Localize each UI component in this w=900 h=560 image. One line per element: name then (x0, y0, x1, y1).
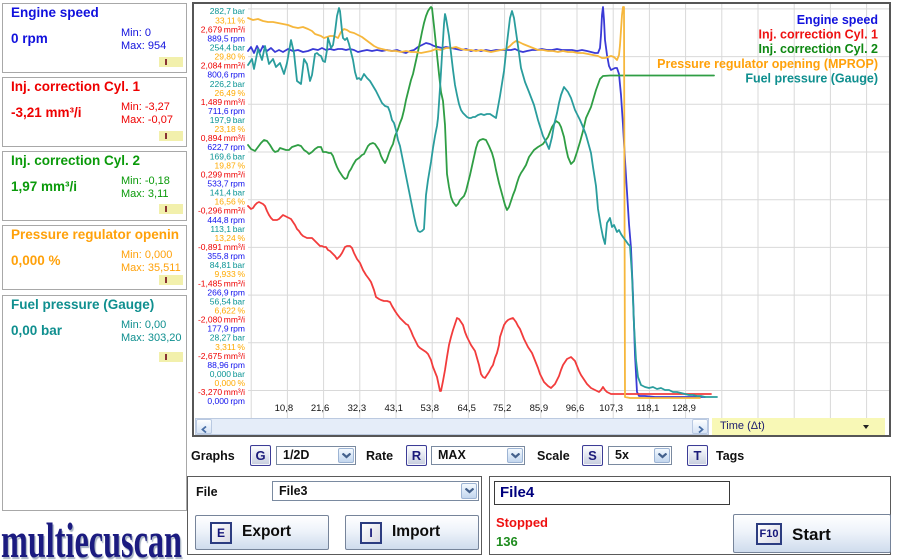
svg-text:26,49 %: 26,49 % (214, 88, 245, 98)
svg-text:118,1: 118,1 (636, 403, 659, 414)
svg-text:10,8: 10,8 (275, 403, 294, 414)
svg-text:56,54 bar: 56,54 bar (210, 296, 245, 306)
svg-text:0,299 mm³/i: 0,299 mm³/i (201, 170, 245, 180)
svg-text:0,894 mm³/i: 0,894 mm³/i (201, 133, 245, 143)
svg-text:19,87 %: 19,87 % (214, 160, 245, 170)
svg-text:64,5: 64,5 (457, 403, 476, 414)
svg-text:21,6: 21,6 (311, 403, 330, 414)
svg-text:Engine speed: Engine speed (797, 13, 878, 27)
svg-text:128,9: 128,9 (672, 403, 696, 414)
svg-text:13,24 %: 13,24 % (214, 233, 245, 243)
svg-text:107,3: 107,3 (599, 403, 623, 414)
svg-text:16,56 %: 16,56 % (214, 197, 245, 207)
svg-text:177,9 rpm: 177,9 rpm (207, 324, 245, 334)
svg-text:141,4 bar: 141,4 bar (210, 188, 245, 198)
svg-text:0,000 rpm: 0,000 rpm (207, 396, 245, 406)
svg-text:9,933 %: 9,933 % (214, 269, 245, 279)
svg-text:Inj. correction Cyl. 1: Inj. correction Cyl. 1 (759, 28, 879, 42)
svg-text:32,3: 32,3 (348, 403, 367, 414)
svg-text:23,18 %: 23,18 % (214, 124, 245, 134)
svg-text:85,9: 85,9 (530, 403, 549, 414)
svg-text:Fuel pressure (Gauge): Fuel pressure (Gauge) (745, 71, 878, 85)
svg-text:29,80 %: 29,80 % (214, 52, 245, 62)
svg-text:28,27 bar: 28,27 bar (210, 333, 245, 343)
svg-text:533,7 rpm: 533,7 rpm (207, 179, 245, 189)
svg-text:53,8: 53,8 (421, 403, 440, 414)
svg-text:226,2 bar: 226,2 bar (210, 79, 245, 89)
svg-text:169,6 bar: 169,6 bar (210, 151, 245, 161)
svg-text:75,2: 75,2 (493, 403, 512, 414)
svg-text:33,11 %: 33,11 % (215, 15, 245, 25)
svg-text:Inj. correction Cyl. 2: Inj. correction Cyl. 2 (759, 42, 879, 56)
svg-text:2,679 mm³/i: 2,679 mm³/i (201, 24, 245, 34)
svg-text:800,6 rpm: 800,6 rpm (207, 70, 245, 80)
svg-text:43,1: 43,1 (384, 403, 403, 414)
svg-text:1,489 mm³/i: 1,489 mm³/i (201, 97, 245, 107)
svg-text:-3,270 mm³/i: -3,270 mm³/i (198, 387, 245, 397)
svg-text:-2,675 mm³/i: -2,675 mm³/i (198, 351, 245, 361)
svg-text:-0,891 mm³/i: -0,891 mm³/i (198, 242, 245, 252)
svg-text:622,7 rpm: 622,7 rpm (207, 142, 245, 152)
svg-text:-2,080 mm³/i: -2,080 mm³/i (198, 315, 245, 325)
svg-text:113,1 bar: 113,1 bar (210, 224, 245, 234)
svg-text:266,9 rpm: 266,9 rpm (207, 287, 245, 297)
svg-text:-0,296 mm³/i: -0,296 mm³/i (198, 206, 245, 216)
svg-text:6,622 %: 6,622 % (214, 306, 245, 316)
svg-text:-1,485 mm³/i: -1,485 mm³/i (198, 278, 245, 288)
svg-text:197,9 bar: 197,9 bar (210, 115, 245, 125)
svg-text:84,81 bar: 84,81 bar (210, 260, 245, 270)
svg-text:282,7 bar: 282,7 bar (210, 6, 245, 16)
svg-text:889,5 rpm: 889,5 rpm (207, 33, 245, 43)
svg-text:254,4 bar: 254,4 bar (210, 43, 245, 53)
svg-text:711,6 rpm: 711,6 rpm (208, 106, 245, 116)
svg-text:0,000 bar: 0,000 bar (210, 369, 245, 379)
svg-text:444,8 rpm: 444,8 rpm (207, 215, 245, 225)
svg-text:88,96 rpm: 88,96 rpm (207, 360, 245, 370)
svg-text:0,000 %: 0,000 % (214, 378, 245, 388)
svg-text:355,8 rpm: 355,8 rpm (207, 251, 245, 261)
svg-text:2,084 mm³/i: 2,084 mm³/i (201, 61, 245, 71)
svg-text:3,311 %: 3,311 % (215, 342, 245, 352)
svg-text:96,6: 96,6 (566, 403, 585, 414)
svg-text:Pressure regulator opening (MP: Pressure regulator opening (MPROP) (657, 57, 878, 71)
